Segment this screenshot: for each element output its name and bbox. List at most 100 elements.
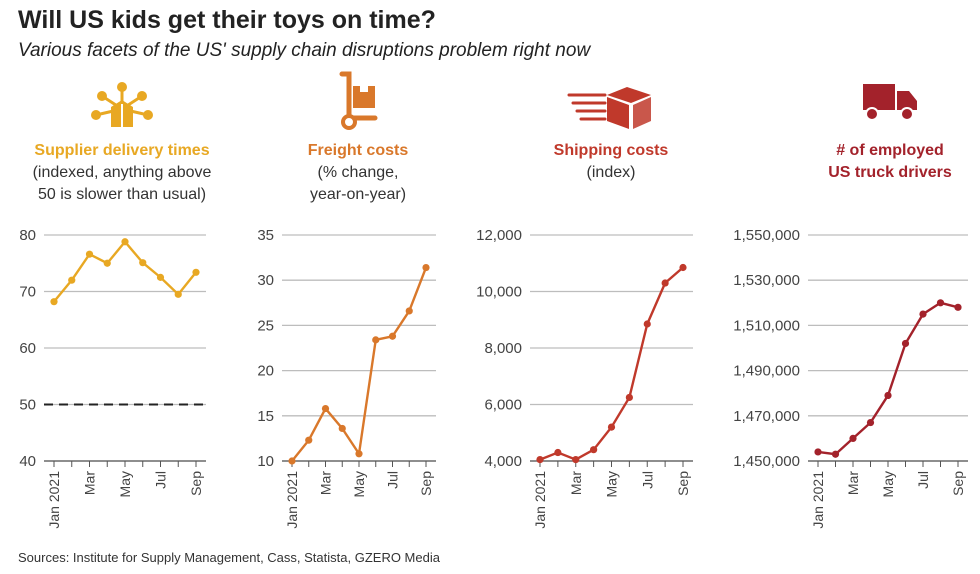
- y-tick-label: 40: [19, 453, 36, 470]
- panel-heading: Freight costs: [308, 142, 409, 159]
- sources-note: Sources: Institute for Supply Management…: [18, 550, 440, 565]
- y-tick-label: 80: [19, 227, 36, 244]
- data-point: [849, 434, 857, 442]
- x-tick-label: Jul: [915, 471, 931, 489]
- data-point: [388, 332, 397, 340]
- panel-heading: # of employed: [836, 142, 944, 159]
- y-tick-label: 50: [19, 397, 36, 414]
- y-tick-label: 1,470,000: [733, 408, 800, 425]
- speeding-box-icon: [567, 87, 651, 129]
- data-point: [936, 299, 945, 307]
- x-tick-label: Jul: [639, 471, 655, 489]
- y-tick-label: 60: [19, 340, 36, 357]
- data-point: [156, 273, 165, 281]
- panel-description: 50 is slower than usual): [38, 186, 206, 203]
- y-tick-label: 6,000: [484, 397, 522, 414]
- chart-panel-4: # of employed US truck drivers 1,450,000 1,…: [733, 84, 968, 529]
- y-tick-label: 1,490,000: [733, 363, 800, 380]
- x-tick-label: Sep: [418, 471, 434, 496]
- panel-description: US truck drivers: [828, 164, 952, 181]
- y-tick-label: 1,550,000: [733, 227, 800, 244]
- x-tick-label: Jan 2021: [810, 471, 826, 529]
- y-tick-label: 8,000: [484, 340, 522, 357]
- data-point: [355, 450, 363, 458]
- hand-truck-icon: [339, 71, 378, 130]
- chart-panel-2: Freight costs (% change, year-on-year) 10 15…: [257, 71, 436, 529]
- x-tick-label: Jan 2021: [284, 471, 300, 529]
- x-tick-label: Sep: [188, 471, 204, 496]
- data-point: [554, 448, 562, 457]
- y-tick-label: 1,450,000: [733, 453, 800, 470]
- data-point: [121, 238, 129, 246]
- data-point: [661, 279, 669, 287]
- data-point: [572, 455, 580, 464]
- data-point: [643, 320, 651, 328]
- chart-panel-3: Shipping costs (index) 4,000 6,000 8,000 10,0…: [476, 87, 693, 529]
- x-tick-label: Sep: [675, 471, 691, 496]
- data-point: [68, 276, 76, 284]
- x-tick-label: Jul: [385, 471, 401, 489]
- y-tick-label: 4,000: [484, 453, 522, 470]
- data-point: [422, 263, 430, 272]
- y-tick-label: 1,530,000: [733, 272, 800, 289]
- data-point: [901, 339, 910, 348]
- data-point: [590, 446, 598, 454]
- data-point: [866, 418, 875, 427]
- data-point: [192, 268, 200, 276]
- x-tick-label: Mar: [845, 471, 861, 495]
- data-point: [536, 455, 544, 464]
- truck-icon: [863, 84, 917, 121]
- data-point: [85, 250, 94, 258]
- x-tick-label: Mar: [82, 471, 98, 495]
- data-point: [919, 310, 927, 318]
- page-title: Will US kids get their toys on time?: [18, 6, 436, 34]
- data-point: [321, 404, 330, 413]
- y-tick-label: 15: [257, 408, 274, 425]
- panel-heading: Shipping costs: [554, 142, 669, 159]
- data-point: [338, 424, 346, 433]
- panel-description: (% change,: [318, 164, 399, 181]
- x-tick-label: May: [604, 471, 620, 497]
- x-tick-label: Sep: [950, 471, 966, 496]
- x-tick-label: Mar: [568, 471, 584, 495]
- data-point: [831, 450, 840, 458]
- data-point: [103, 259, 111, 267]
- series-line: [539, 266, 684, 461]
- data-point: [625, 393, 633, 402]
- x-tick-label: May: [880, 471, 896, 497]
- x-tick-label: May: [351, 471, 367, 497]
- y-tick-label: 20: [257, 363, 274, 380]
- data-point: [954, 303, 962, 311]
- x-tick-label: May: [117, 471, 133, 497]
- data-point: [174, 290, 182, 298]
- y-tick-label: 10: [257, 453, 274, 470]
- y-tick-label: 12,000: [476, 227, 522, 244]
- data-point: [607, 423, 616, 431]
- page-subtitle: Various facets of the US' supply chain d…: [18, 40, 591, 61]
- panel-description: (index): [587, 164, 636, 181]
- y-tick-label: 35: [257, 227, 274, 244]
- chart-panel-1: Supplier delivery times (indexed, anythin…: [19, 82, 212, 529]
- y-tick-label: 1,510,000: [733, 317, 800, 334]
- data-point: [884, 391, 892, 400]
- panel-description: (indexed, anything above: [33, 164, 212, 181]
- data-point: [288, 457, 296, 465]
- x-tick-label: Jul: [153, 471, 169, 489]
- data-point: [405, 307, 413, 315]
- y-tick-label: 70: [19, 284, 36, 301]
- data-point: [679, 263, 687, 272]
- y-tick-label: 10,000: [476, 284, 522, 301]
- network-box-icon: [91, 82, 153, 127]
- series-line: [53, 239, 197, 303]
- x-tick-label: Mar: [318, 471, 334, 495]
- data-point: [305, 436, 313, 444]
- x-tick-label: Jan 2021: [46, 471, 62, 529]
- data-point: [372, 336, 380, 344]
- y-tick-label: 25: [257, 317, 274, 334]
- panel-description: year-on-year): [310, 186, 406, 203]
- data-point: [814, 448, 822, 456]
- data-point: [139, 259, 147, 267]
- y-tick-label: 30: [257, 272, 274, 289]
- data-point: [50, 298, 58, 306]
